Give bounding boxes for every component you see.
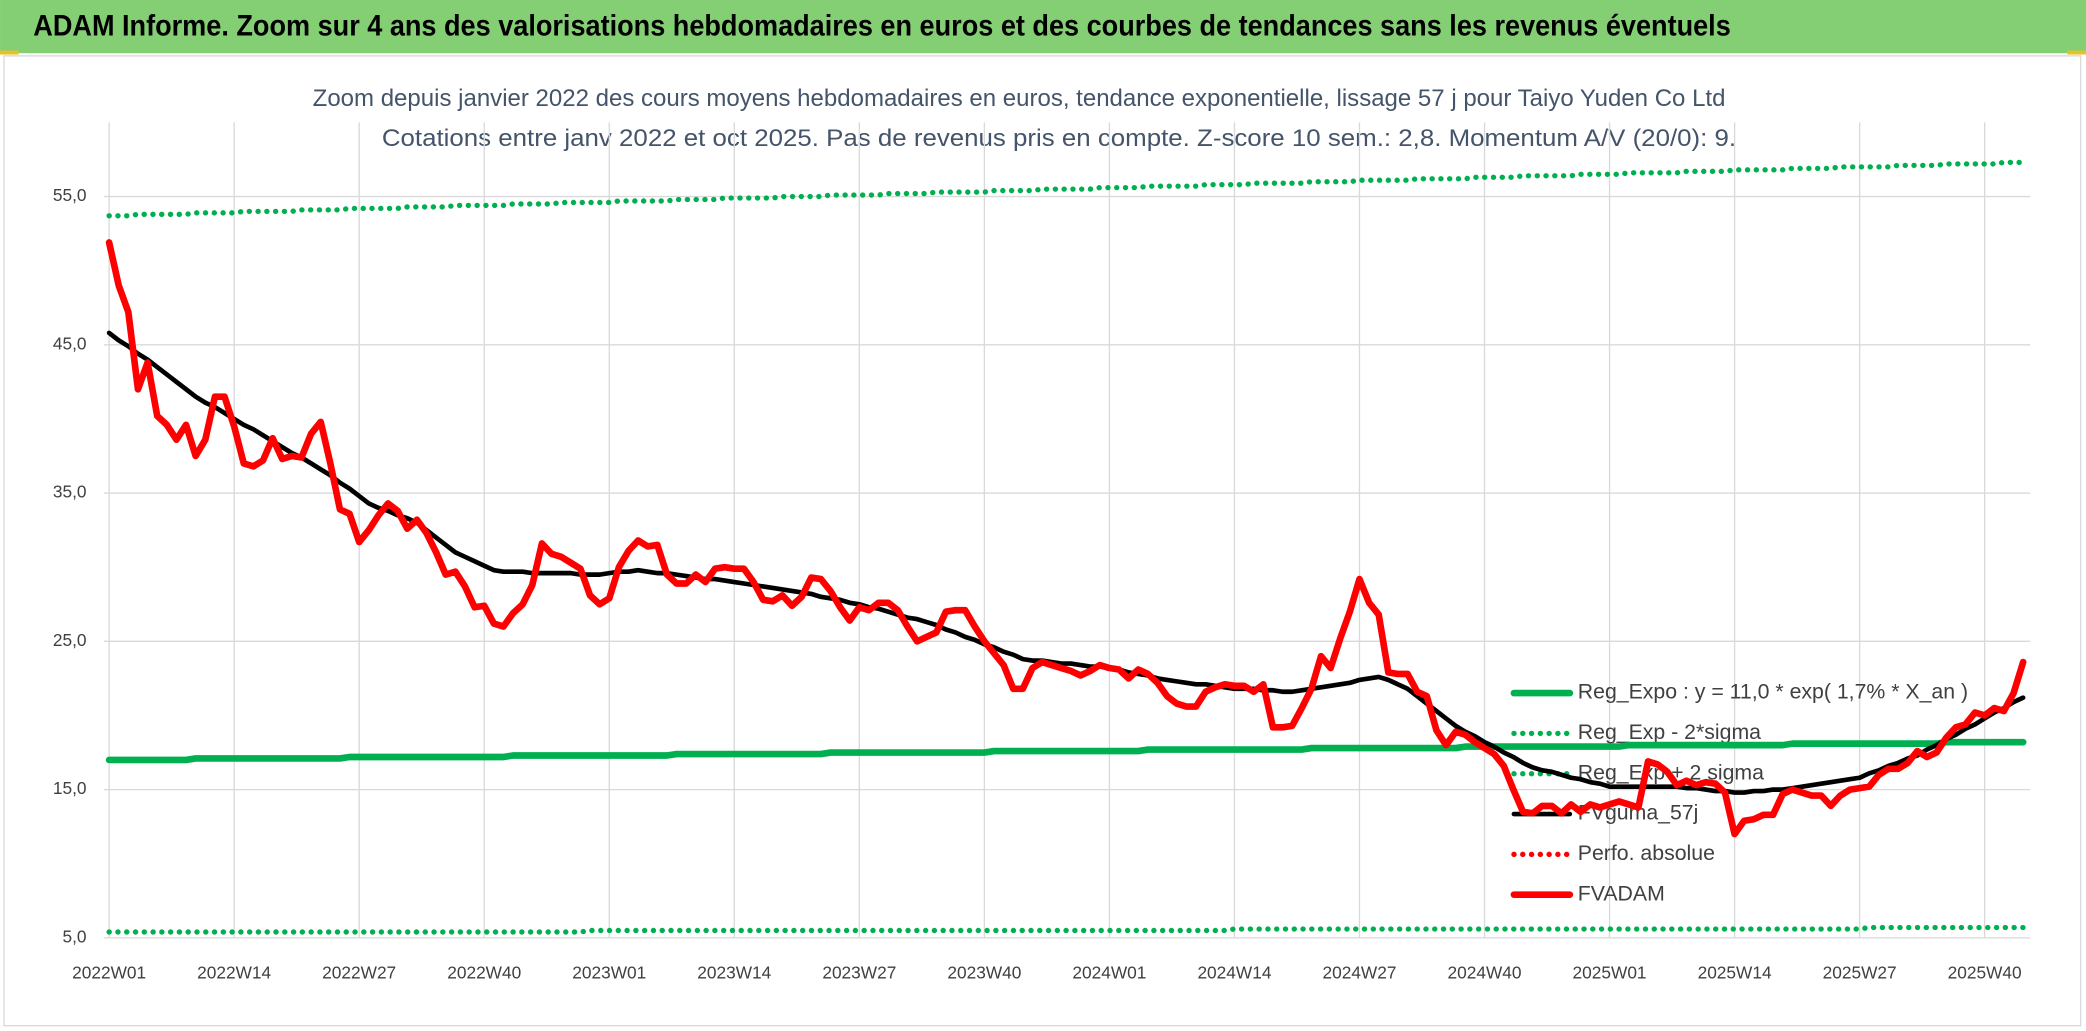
x-tick-label: 2024W01 <box>1072 962 1146 982</box>
x-tick-label: 2025W40 <box>1948 962 2022 982</box>
x-tick-label: 2025W27 <box>1823 962 1897 982</box>
banner <box>0 0 2086 54</box>
series-line <box>105 738 2027 764</box>
x-tick-label: 2022W01 <box>72 962 146 982</box>
banner-edge <box>2067 50 2086 55</box>
y-tick-label: 15,0 <box>53 778 87 798</box>
x-tick-label: 2024W40 <box>1448 962 1522 982</box>
x-tick-label: 2023W14 <box>697 962 771 982</box>
y-tick-label: 5,0 <box>62 926 86 946</box>
x-tick-label: 2022W27 <box>322 962 396 982</box>
plot <box>105 159 2027 935</box>
legend: Reg_Expo : y = 11,0 * exp( 1,7% * X_an )… <box>1510 680 1968 905</box>
banner-title: ADAM Informe. Zoom sur 4 ans des valoris… <box>33 11 1730 43</box>
x-tick-label: 2023W27 <box>822 962 896 982</box>
chart-border <box>3 55 2082 1027</box>
grid: 5,0 15,0 25,0 35,0 45,0 55,0 2022W01 2022W14 202… <box>53 122 2031 982</box>
legend-label: Reg_Expo : y = 11,0 * exp( 1,7% * X_an ) <box>1578 680 1968 704</box>
banner-edge <box>0 50 19 55</box>
legend-label: Perfo. absolue <box>1578 841 1715 865</box>
series-line <box>105 239 2027 838</box>
chart-subtitle: Cotations entre janv 2022 et oct 2025. P… <box>382 125 1736 152</box>
y-tick-label: 55,0 <box>53 185 87 205</box>
x-tick-label: 2024W27 <box>1322 962 1396 982</box>
y-tick-label: 35,0 <box>53 482 87 502</box>
series-line <box>106 924 2026 935</box>
chart-title: Zoom depuis janvier 2022 des cours moyen… <box>313 85 1726 112</box>
y-tick-label: 45,0 <box>53 333 87 353</box>
x-tick-label: 2025W01 <box>1573 962 1647 982</box>
x-tick-label: 2023W40 <box>947 962 1021 982</box>
x-tick-label: 2024W14 <box>1197 962 1271 982</box>
legend-label: Reg_Exp - 2*sigma <box>1578 720 1761 744</box>
x-tick-label: 2023W01 <box>572 962 646 982</box>
x-tick-label: 2022W40 <box>447 962 521 982</box>
x-tick-label: 2022W14 <box>197 962 271 982</box>
series-line <box>106 159 2026 219</box>
y-tick-label: 25,0 <box>53 630 87 650</box>
x-tick-label: 2025W14 <box>1698 962 1772 982</box>
legend-label: FVADAM <box>1578 881 1665 905</box>
